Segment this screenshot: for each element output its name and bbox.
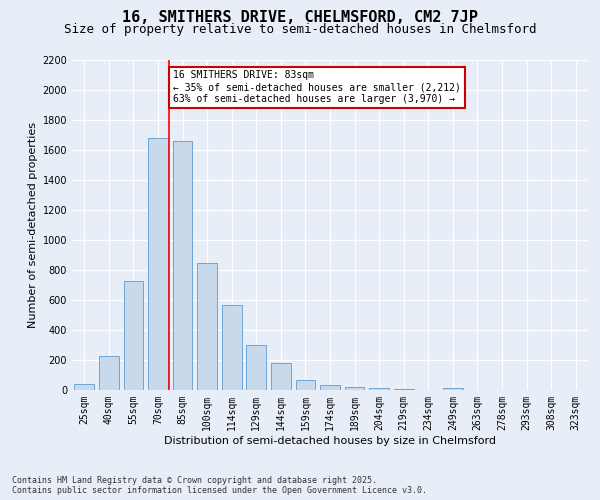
Bar: [370, 388, 389, 390]
Bar: [296, 380, 315, 390]
Text: 16, SMITHERS DRIVE, CHELMSFORD, CM2 7JP: 16, SMITHERS DRIVE, CHELMSFORD, CM2 7JP: [122, 10, 478, 25]
Bar: [197, 263, 217, 390]
Bar: [148, 138, 168, 390]
Bar: [173, 141, 193, 390]
Bar: [271, 363, 290, 390]
X-axis label: Distribution of semi-detached houses by size in Chelmsford: Distribution of semi-detached houses by …: [164, 436, 496, 446]
Bar: [99, 356, 119, 390]
Bar: [124, 280, 143, 390]
Bar: [443, 388, 463, 390]
Y-axis label: Number of semi-detached properties: Number of semi-detached properties: [28, 122, 38, 328]
Bar: [394, 388, 413, 390]
Text: Size of property relative to semi-detached houses in Chelmsford: Size of property relative to semi-detach…: [64, 22, 536, 36]
Bar: [345, 386, 364, 390]
Bar: [222, 305, 242, 390]
Text: 16 SMITHERS DRIVE: 83sqm
← 35% of semi-detached houses are smaller (2,212)
63% o: 16 SMITHERS DRIVE: 83sqm ← 35% of semi-d…: [173, 70, 461, 104]
Bar: [320, 385, 340, 390]
Text: Contains HM Land Registry data © Crown copyright and database right 2025.
Contai: Contains HM Land Registry data © Crown c…: [12, 476, 427, 495]
Bar: [247, 345, 266, 390]
Bar: [74, 384, 94, 390]
